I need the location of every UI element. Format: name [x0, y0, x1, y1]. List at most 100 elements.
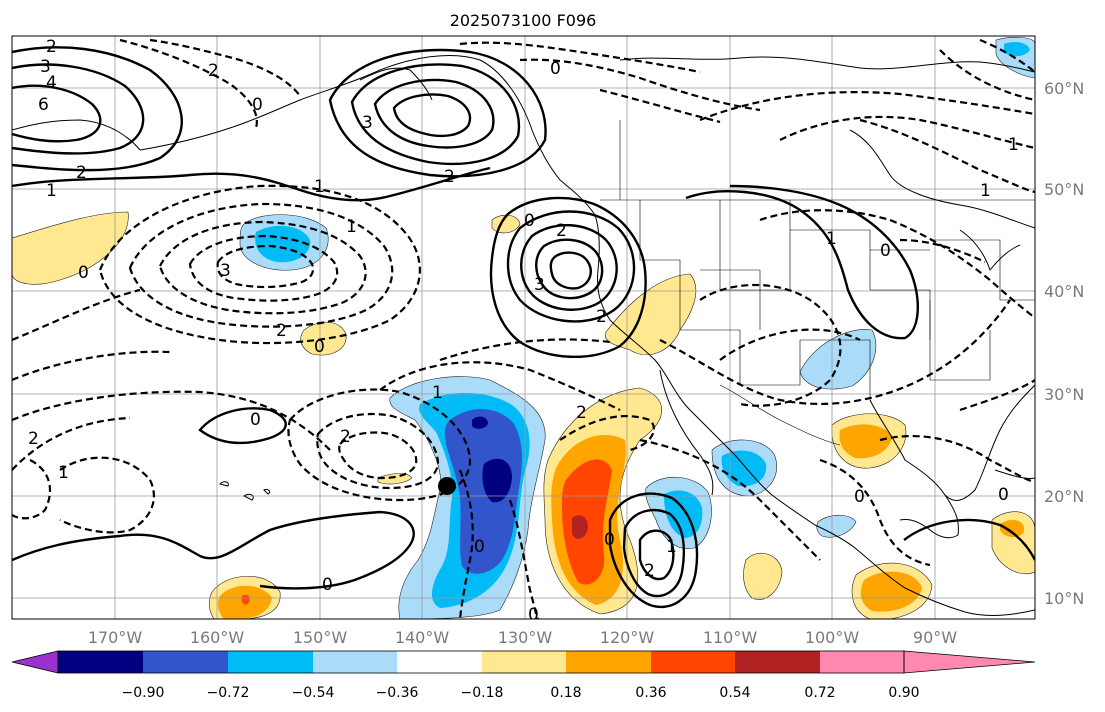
contour-label: 3	[40, 57, 51, 77]
lat-label: 10°N	[1044, 589, 1084, 608]
positive-anomaly-west	[12, 211, 129, 285]
colorbar-tick: 0.54	[719, 685, 750, 701]
contour-label: 0	[524, 211, 535, 231]
colorbar-tick: −0.54	[292, 685, 335, 701]
contour-label: 1	[314, 177, 325, 197]
contour-label: 2	[46, 37, 57, 57]
colorbar-segment	[651, 651, 735, 673]
contour-label: 0	[250, 410, 261, 430]
gridlines	[12, 36, 1035, 619]
contour-label: 2	[340, 427, 351, 447]
lat-label: 60°N	[1044, 79, 1084, 98]
contour-label: 0	[314, 337, 325, 357]
colorbar-segment	[482, 651, 566, 673]
coastlines	[12, 55, 1035, 616]
positive-anomaly-south-central-red	[241, 594, 250, 605]
contour-label: 3	[220, 261, 231, 281]
lon-label: 100°W	[805, 628, 860, 647]
lat-label: 30°N	[1044, 385, 1084, 404]
lon-label: 140°W	[395, 628, 450, 647]
contour-label: 1	[46, 181, 57, 201]
negative-anomaly-central-pacific-darkest	[482, 458, 512, 503]
contour-label: 2	[596, 307, 607, 327]
contour-label: 1	[432, 383, 443, 403]
contour-label: 0	[474, 537, 485, 557]
negative-anomaly-gulf-south	[816, 514, 857, 538]
lat-label: 50°N	[1044, 180, 1084, 199]
contour-label: 2	[556, 221, 567, 241]
colorbar: −0.90 −0.72 −0.54 −0.36 −0.18 0.18 0.36 …	[11, 650, 1036, 701]
colorbar-segment	[397, 651, 482, 673]
negative-contours	[12, 38, 1035, 619]
contour-label: 2	[208, 61, 219, 81]
contour-label: 1	[346, 217, 357, 237]
contour-label: 2	[444, 167, 455, 187]
positive-anomaly-central-america-orange	[860, 571, 922, 612]
colorbar-tick: 0.72	[804, 685, 835, 701]
contour-label: 1	[666, 537, 677, 557]
negative-anomaly-central-pacific-dark2	[472, 416, 488, 429]
contour-label: 0	[880, 241, 891, 261]
lon-label: 110°W	[703, 628, 758, 647]
figure-title: 2025073100 F096	[450, 11, 597, 30]
colorbar-segment	[566, 651, 651, 673]
positive-anomaly-baja	[743, 552, 783, 600]
contour-label: 2	[76, 163, 87, 183]
colorbar-tick: 0.36	[635, 685, 666, 701]
colorbar-tick: 0.90	[888, 685, 919, 701]
colorbar-tick: 0.18	[550, 685, 581, 701]
location-marker	[438, 477, 456, 495]
positive-anomaly-caribbean-orange	[1000, 519, 1025, 538]
contour-label: 4	[46, 73, 57, 93]
contour-labels: 3 4 6 1 2 3 2 1 2 3 1 0 2 0 1 0 0 0 0 0 …	[28, 37, 1019, 625]
contour-label: 2	[576, 403, 587, 423]
colorbar-tick: −0.36	[376, 685, 419, 701]
colorbar-tick: −0.18	[461, 685, 504, 701]
negative-anomaly-central-pacific-deep	[444, 409, 522, 574]
contour-label: 0	[854, 487, 865, 507]
colorbar-extend-low	[11, 650, 59, 674]
contour-label: 1	[826, 229, 837, 249]
map-area: 3 4 6 1 2 3 2 1 2 3 1 0 2 0 1 0 0 0 0 0 …	[12, 36, 1035, 625]
longitude-labels: 170°W 160°W 150°W 140°W 130°W 120°W 110°…	[88, 628, 957, 647]
map-frame	[11, 35, 1036, 620]
contour-label: 1	[58, 463, 69, 483]
positive-anomaly-east-pacific-dark	[572, 515, 588, 539]
contour-label: 2	[276, 321, 287, 341]
lon-label: 160°W	[190, 628, 245, 647]
contour-label: 0	[528, 605, 539, 625]
colorbar-tick: −0.72	[207, 685, 250, 701]
colorbar-segment	[58, 651, 143, 673]
lon-label: 90°W	[913, 628, 957, 647]
colorbar-segment	[735, 651, 820, 673]
lon-label: 150°W	[293, 628, 348, 647]
colorbar-tick: −0.90	[122, 685, 165, 701]
contour-label: 0	[550, 59, 561, 79]
contour-label: 6	[38, 95, 49, 115]
contour-label: 2	[644, 561, 655, 581]
colorbar-extend-high	[903, 650, 1036, 674]
colorbar-segment	[228, 651, 313, 673]
positive-anomaly-gulf-orange	[839, 424, 892, 459]
negative-anomaly-north-pacific-core	[255, 225, 311, 263]
lon-label: 120°W	[600, 628, 655, 647]
contour-label: 2	[28, 429, 39, 449]
contour-label: 0	[252, 95, 263, 115]
positive-contours	[12, 46, 1035, 609]
contour-label: 1	[980, 181, 991, 201]
colorbar-segment	[820, 651, 904, 673]
lat-label: 40°N	[1044, 282, 1084, 301]
contour-label: 0	[78, 263, 89, 283]
latitude-labels: 60°N 50°N 40°N 30°N 20°N 10°N	[1044, 79, 1084, 608]
contour-label: 3	[362, 113, 373, 133]
colorbar-segment	[143, 651, 228, 673]
contour-label: 0	[604, 530, 615, 550]
lon-label: 130°W	[498, 628, 553, 647]
contour-label: 3	[534, 275, 545, 295]
lat-label: 20°N	[1044, 487, 1084, 506]
contour-label: 0	[322, 575, 333, 595]
political-borders	[600, 120, 1035, 446]
colorbar-segment	[313, 651, 397, 673]
positive-anomaly-hawaii-east	[377, 473, 413, 485]
